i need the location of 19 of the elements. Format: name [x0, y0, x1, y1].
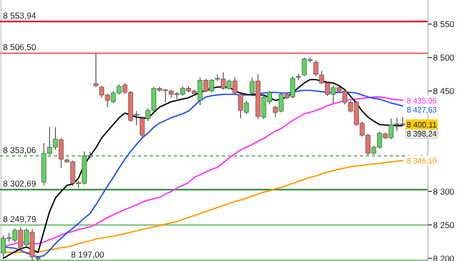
candlestick [296, 73, 301, 81]
data-label: 8 427,63 [406, 105, 438, 114]
data-label: 8 346,10 [406, 156, 438, 166]
ref-line-label: 8 302,69 [3, 178, 36, 189]
ref-line-label: 8 249,79 [3, 214, 36, 224]
y-tick-label: 8 250 [433, 220, 455, 230]
ref-line-label: 8 553,94 [3, 10, 36, 20]
data-label: 8 435,96 [406, 96, 438, 106]
ref-line-label: 8 506,50 [3, 42, 36, 52]
ref-line-label: 8 353,06 [3, 144, 36, 155]
data-label: 8 398,24 [406, 129, 438, 138]
ref-line-label: 8 197,00 [71, 249, 104, 260]
candlestick [313, 60, 318, 77]
y-tick-label: 8 200 [433, 253, 455, 261]
y-tick-label: 8 450 [433, 86, 455, 96]
text: 8 400,11 [406, 120, 438, 130]
y-tick-label: 8 500 [433, 52, 455, 63]
y-tick-label: 8 300 [433, 186, 455, 196]
y-tick-label: 8 550 [433, 19, 455, 30]
